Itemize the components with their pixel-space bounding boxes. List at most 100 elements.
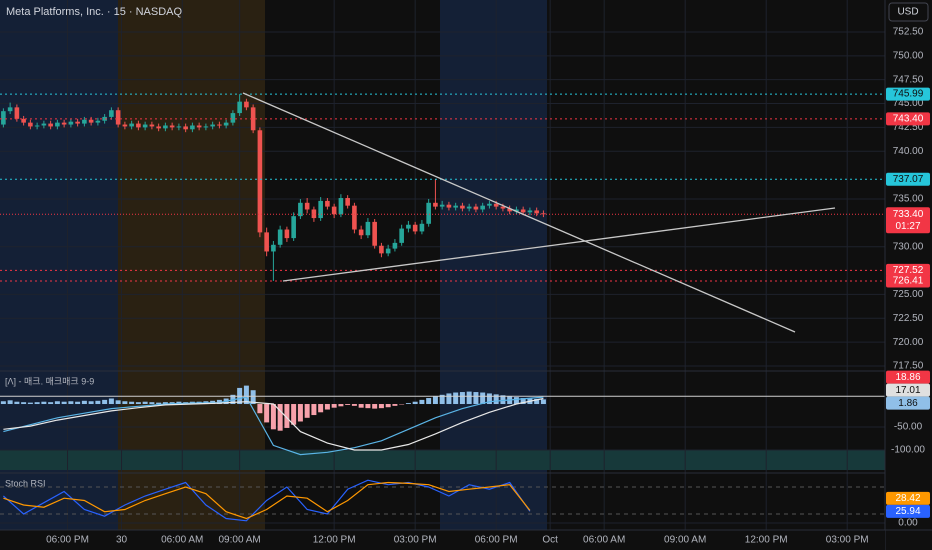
histogram-bar: [365, 404, 371, 409]
candle-body: [514, 209, 519, 212]
currency[interactable]: USD: [897, 7, 918, 18]
candle-body: [331, 206, 337, 215]
histogram-bar: [14, 401, 20, 405]
candle-body: [176, 126, 182, 128]
candle-body: [500, 206, 506, 209]
candle-body: [311, 209, 317, 219]
candle-body: [230, 113, 236, 123]
histogram-bar: [412, 401, 418, 405]
histogram-bar: [277, 404, 283, 431]
candle-body: [352, 205, 357, 230]
candle-body: [190, 125, 195, 130]
y-tick-label: 725.00: [893, 289, 924, 300]
histogram-bar: [41, 401, 47, 405]
histogram-bar: [351, 404, 357, 406]
currency-button[interactable]: [888, 2, 929, 22]
price-level-label: 737.07: [893, 174, 924, 185]
candle-body: [277, 229, 283, 245]
histogram-bar: [318, 404, 324, 413]
x-tick-label: 12:00 PM: [313, 535, 356, 546]
candle-body: [433, 202, 438, 207]
indicator-value-label: 28.42: [895, 493, 920, 504]
histogram-bar: [176, 401, 182, 405]
histogram-bar: [7, 400, 13, 405]
histogram-bar: [156, 402, 162, 405]
candle-body: [298, 202, 303, 217]
histogram-bar: [439, 394, 445, 405]
candle-body: [217, 124, 222, 126]
candle-body: [345, 198, 350, 206]
candle-body: [7, 107, 13, 112]
candle-body: [426, 202, 431, 224]
histogram-bar: [129, 401, 135, 405]
candle-body: [156, 126, 161, 129]
histogram-bar: [385, 404, 391, 408]
candle-body: [28, 122, 33, 127]
y-tick-label: 720.00: [893, 337, 924, 348]
candle-body: [21, 118, 26, 123]
candle-body: [291, 216, 296, 239]
histogram-bar: [534, 398, 540, 405]
histogram-bar: [405, 403, 411, 405]
y-tick-label: 742.50: [893, 122, 924, 133]
indicator-line: [3, 479, 531, 522]
histogram-bar: [297, 404, 303, 422]
candle-body: [527, 210, 533, 213]
candle-body: [149, 124, 155, 127]
candle-body: [406, 224, 411, 229]
price-level-label: 743.40: [893, 113, 924, 124]
y-tick-label: 722.50: [893, 313, 924, 324]
candle-body: [88, 119, 94, 123]
indicator-value-label: 17.01: [895, 385, 920, 396]
candle-body: [142, 124, 148, 128]
histogram-bar: [270, 404, 276, 430]
extended-session: [440, 0, 547, 530]
candle-body: [136, 123, 141, 128]
histogram-bar: [27, 402, 33, 405]
candle-body: [325, 200, 330, 207]
histogram-bar: [54, 401, 60, 405]
candle-body: [82, 119, 87, 124]
indicator-title: [Λ] - 매크. 매크매크 9-9: [5, 376, 94, 386]
time-axis: [0, 530, 885, 550]
histogram-bar: [466, 391, 472, 405]
histogram-bar: [88, 401, 94, 405]
histogram-bar: [493, 394, 499, 405]
candle-body: [392, 242, 398, 249]
histogram-bar: [486, 393, 492, 405]
x-tick-label: 12:00 PM: [745, 535, 788, 546]
histogram-bar: [68, 401, 74, 405]
price-tag: [886, 172, 930, 186]
histogram-bar: [216, 399, 222, 405]
price-tag: [886, 504, 930, 518]
candle-body: [358, 229, 364, 236]
candle-body: [385, 248, 391, 254]
candle-body: [48, 123, 53, 127]
price-tag: [886, 370, 930, 384]
candle-body: [237, 101, 242, 114]
price-tag: [886, 491, 930, 505]
histogram-bar: [500, 395, 506, 405]
histogram-bar: [0, 401, 6, 405]
histogram-bar: [243, 385, 249, 405]
indicator-value-label: 18.86: [895, 372, 920, 383]
candle-body: [41, 123, 47, 126]
x-tick-label: 09:00 AM: [219, 535, 261, 546]
price-tag: [886, 87, 930, 101]
histogram-bar: [345, 404, 351, 405]
indicator-value-label: 25.94: [895, 506, 920, 517]
candle-body: [34, 125, 40, 127]
oversold-zone: [0, 450, 885, 470]
y-tick-label: 0.00: [898, 518, 918, 529]
histogram-bar: [75, 401, 81, 405]
y-tick-label: 747.50: [893, 74, 924, 85]
candle-body: [163, 125, 168, 129]
candle-body: [520, 209, 526, 213]
price-level-label: 727.52: [893, 265, 924, 276]
candle-body: [271, 244, 276, 252]
histogram-bar: [338, 404, 344, 407]
x-tick-label: Oct: [542, 535, 558, 546]
candle-body: [264, 232, 269, 252]
histogram-bar: [291, 404, 297, 425]
